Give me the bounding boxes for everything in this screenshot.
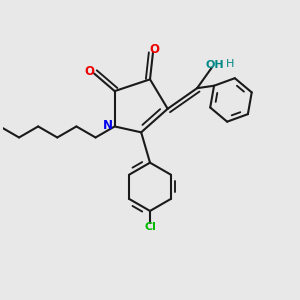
Text: Cl: Cl	[144, 222, 156, 232]
Text: OH: OH	[206, 60, 224, 70]
Text: O: O	[149, 44, 159, 56]
Text: O: O	[85, 65, 94, 79]
Text: N: N	[103, 119, 113, 132]
Text: H: H	[226, 59, 234, 69]
